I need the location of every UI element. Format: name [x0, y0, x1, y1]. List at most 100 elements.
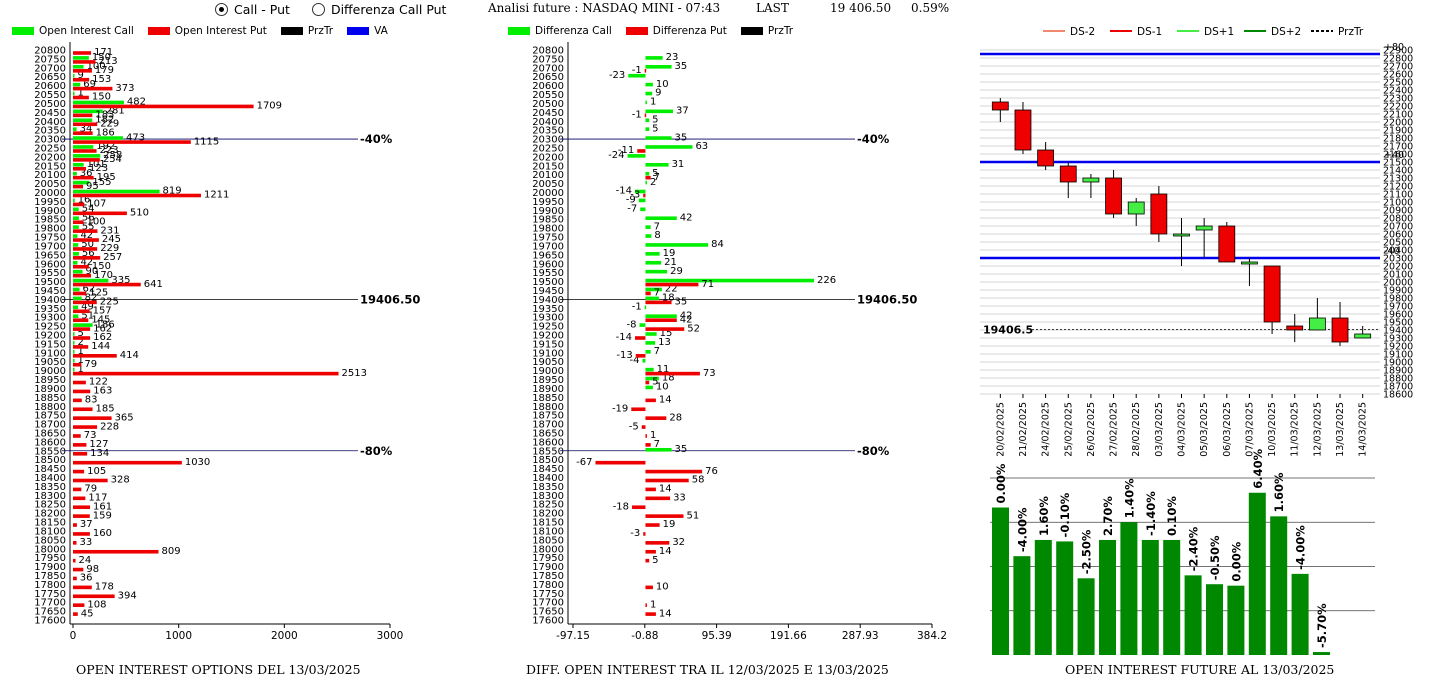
put-bar: [645, 514, 684, 518]
strike-tick-label: 20200: [532, 152, 564, 163]
strike-tick-label: 19350: [532, 304, 564, 315]
price-tick-label: 19200: [1383, 342, 1413, 353]
legend-swatch: [508, 27, 530, 35]
strike-tick-label: 18700: [34, 420, 66, 431]
strike-tick-label: 18700: [532, 420, 564, 431]
call-bar: [73, 118, 93, 123]
date-tick-label: 12/03/2025: [1312, 402, 1323, 457]
call-bar: [645, 109, 674, 114]
date-tick-label: 10/03/2025: [1267, 402, 1278, 457]
call-bar: [645, 447, 672, 452]
price-tick-label: 21700: [1383, 142, 1413, 153]
put-bar: [73, 69, 92, 73]
call-bar: [645, 341, 656, 345]
oi-bar-label: -1.40%: [1144, 491, 1158, 536]
oi-bar: [1099, 539, 1116, 655]
call-bar: [645, 162, 669, 167]
legend-label: DS-2: [1070, 26, 1095, 38]
call-bar: [73, 127, 77, 131]
price-tick-label: 19400: [1383, 326, 1413, 337]
price-tick-label: 21100: [1383, 190, 1413, 201]
legend-label: Differenza Call: [535, 25, 612, 37]
call-bar: [73, 145, 94, 149]
call-bar: [73, 269, 83, 274]
bar-value-label: 42: [680, 314, 693, 325]
bar-value-label: 122: [89, 377, 108, 388]
strike-tick-label: 19100: [532, 348, 564, 359]
strike-tick-label: 18800: [34, 402, 66, 413]
bar-value-label: 14: [659, 484, 672, 495]
last-value: 19 406.50: [830, 1, 892, 15]
bar-value-label: 22: [665, 284, 678, 295]
put-bar: [643, 193, 646, 198]
put-bar: [643, 532, 646, 536]
put-bar: [73, 434, 81, 438]
strike-tick-label: 18000: [34, 544, 66, 555]
bar-value-label: 186: [96, 319, 115, 330]
bar-value-label: 13: [658, 337, 671, 348]
call-bar: [645, 118, 650, 123]
bar-value-label: 50: [81, 239, 94, 250]
date-tick-label: 27/02/2025: [1109, 402, 1120, 457]
put-bar: [73, 273, 91, 278]
strike-tick-label: 20700: [34, 63, 66, 74]
radio-diff-call-put[interactable]: Differenza Call Put: [311, 2, 446, 17]
put-bar: [73, 523, 77, 527]
put-bar: [637, 149, 646, 153]
strike-tick-label: 18850: [34, 393, 66, 404]
reference-line-label: -40%: [360, 132, 393, 146]
reference-line-label: -40%: [857, 132, 890, 146]
call-bar: [645, 91, 653, 96]
bar-value-label: 1: [650, 599, 656, 610]
candle-body: [1059, 165, 1077, 183]
bar-value-label: 14: [659, 546, 672, 557]
legend-item-diff-call: Differenza Call: [508, 25, 612, 37]
strike-tick-label: 18550: [532, 446, 564, 457]
bar-value-label: 10: [656, 582, 669, 593]
strike-tick-label: 20450: [34, 108, 66, 119]
candle-body: [1286, 325, 1304, 331]
put-bar: [645, 416, 667, 420]
price-tick-label: 19300: [1383, 334, 1413, 345]
call-bar: [73, 56, 89, 60]
oi-bar-label: 2.70%: [1101, 496, 1115, 536]
put-bar: [645, 282, 699, 287]
strike-tick-label: 19450: [34, 286, 66, 297]
bar-value-label: 54: [82, 204, 95, 215]
strike-tick-label: 17600: [34, 616, 66, 627]
bar-value-label: 62: [83, 284, 96, 295]
put-bar: [645, 496, 671, 501]
put-bar: [73, 496, 86, 501]
strike-tick-label: 20550: [34, 90, 66, 101]
price-tick-label: 19800: [1383, 294, 1413, 305]
put-bar: [73, 318, 89, 322]
legend-label: PrzTr: [307, 25, 334, 37]
legend-swatch: [740, 27, 763, 35]
strike-tick-label: 17900: [34, 562, 66, 573]
put-bar: [73, 86, 113, 91]
oi-bar-label: -4.00%: [1015, 507, 1029, 552]
put-bar: [645, 318, 677, 322]
bar-value-label: 9: [78, 70, 84, 81]
radio-call-put[interactable]: Call - Put: [215, 2, 290, 17]
put-bar: [645, 434, 647, 438]
put-bar: [73, 354, 117, 358]
oi-bar: [1184, 575, 1202, 655]
strike-tick-label: 20400: [34, 117, 66, 128]
bar-value-label: -1: [632, 301, 642, 312]
bar-value-label: 157: [93, 305, 112, 316]
oi-bar-label: 0.10%: [1165, 496, 1179, 536]
candle-body: [1082, 177, 1100, 183]
strike-tick-label: 17850: [532, 571, 564, 582]
call-bar: [73, 350, 75, 354]
strike-tick-label: 19800: [34, 224, 66, 235]
put-bar: [73, 549, 159, 554]
put-bar: [73, 541, 77, 545]
strike-tick-label: 18800: [532, 402, 564, 413]
va-reference-label: +40: [1384, 150, 1404, 161]
put-bar: [73, 202, 85, 207]
date-tick-label: 26/02/2025: [1086, 402, 1097, 457]
bar-value-label: -19: [612, 403, 628, 414]
call-bar: [645, 225, 651, 229]
oi-bar: [1227, 585, 1245, 655]
